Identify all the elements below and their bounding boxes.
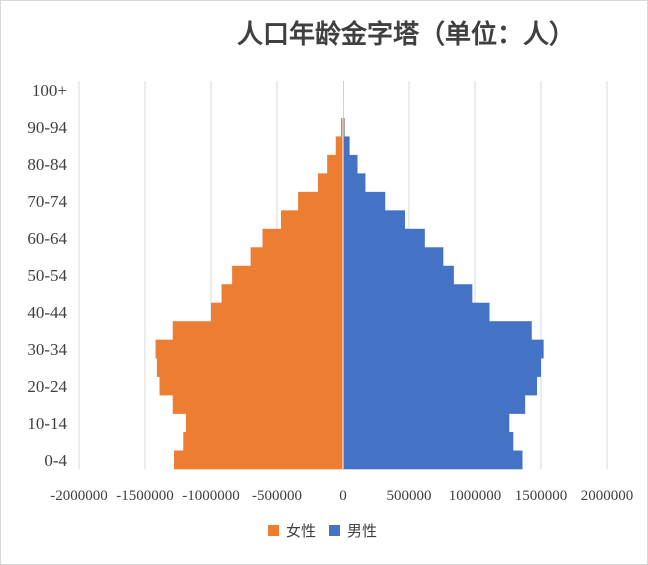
bar-male-10-14 [343, 413, 510, 433]
bar-female-40-44 [211, 302, 343, 322]
y-tick-label: 20-24 [27, 377, 67, 396]
bar-male-35-39 [343, 321, 532, 340]
y-tick-label: 60-64 [27, 229, 67, 248]
bar-female-20-24 [159, 376, 343, 396]
y-tick-label: 0-4 [44, 451, 67, 470]
bar-female-70-74 [298, 191, 343, 211]
bar-female-30-34 [155, 339, 343, 359]
bar-male-15-19 [343, 395, 526, 414]
x-tick-label: -500000 [252, 488, 302, 504]
y-tick-label: 10-14 [27, 414, 67, 433]
bar-female-85-89 [335, 136, 343, 156]
bar-female-0-4 [174, 450, 343, 470]
bar-male-40-44 [343, 302, 490, 322]
legend-swatch-male [329, 525, 340, 536]
y-axis-tick-labels: 0-4 10-14 20-24 30-34 40-44 50-54 60-64 70-74 80… [27, 81, 67, 470]
x-tick-label: 1500000 [515, 488, 568, 504]
bar-female-25-29 [156, 358, 343, 377]
bar-female-60-64 [262, 228, 343, 248]
bar-female-35-39 [172, 321, 343, 340]
y-tick-label: 80-84 [27, 155, 67, 174]
bar-female-80-84 [327, 154, 343, 174]
y-tick-label: 40-44 [27, 303, 67, 322]
y-tick-label: 30-34 [27, 340, 67, 359]
bar-male-50-54 [343, 265, 454, 285]
bar-male-55-59 [343, 247, 444, 267]
bar-male-25-29 [343, 358, 541, 377]
bar-female-5-9 [183, 432, 343, 451]
bar-male-70-74 [343, 191, 386, 211]
x-tick-label: -1000000 [182, 488, 240, 504]
x-tick-label: -2000000 [50, 488, 108, 504]
bar-female-45-49 [221, 284, 343, 304]
x-tick-label: -1500000 [116, 488, 174, 504]
bar-male-80-84 [343, 154, 358, 174]
legend: 女性 男性 [268, 522, 377, 540]
legend-swatch-female [268, 525, 279, 536]
legend-label-male: 男性 [347, 522, 377, 540]
x-axis-tick-labels: -2000000 -1500000 -1000000 -500000 0 500000 10… [50, 488, 633, 504]
y-tick-label: 100+ [32, 81, 67, 100]
bar-male-30-34 [343, 339, 544, 359]
bar-female-90-94 [341, 117, 343, 137]
bar-male-90-94 [343, 117, 345, 137]
x-tick-label: 1000000 [449, 488, 502, 504]
bar-female-55-59 [250, 247, 343, 267]
x-tick-label: 2000000 [581, 488, 634, 504]
bars [155, 81, 544, 470]
bar-male-65-69 [343, 210, 406, 230]
bar-male-85-89 [343, 136, 350, 156]
bar-female-15-19 [172, 395, 343, 414]
bar-male-45-49 [343, 284, 473, 304]
bar-male-5-9 [343, 432, 514, 451]
bar-female-75-79 [317, 173, 343, 193]
bar-female-10-14 [185, 413, 343, 433]
bar-male-75-79 [343, 173, 366, 193]
bar-male-0-4 [343, 450, 523, 470]
y-tick-label: 90-94 [27, 118, 67, 137]
chart-title: 人口年龄金字塔（单位：人） [237, 19, 575, 50]
bar-female-50-54 [232, 265, 343, 285]
bar-male-20-24 [343, 376, 538, 396]
y-tick-label: 50-54 [27, 266, 67, 285]
x-tick-label: 500000 [387, 488, 432, 504]
bar-female-65-69 [280, 210, 343, 230]
legend-label-female: 女性 [286, 522, 316, 540]
x-tick-label: 0 [339, 488, 347, 504]
bar-male-60-64 [343, 228, 425, 248]
y-tick-label: 70-74 [27, 192, 67, 211]
